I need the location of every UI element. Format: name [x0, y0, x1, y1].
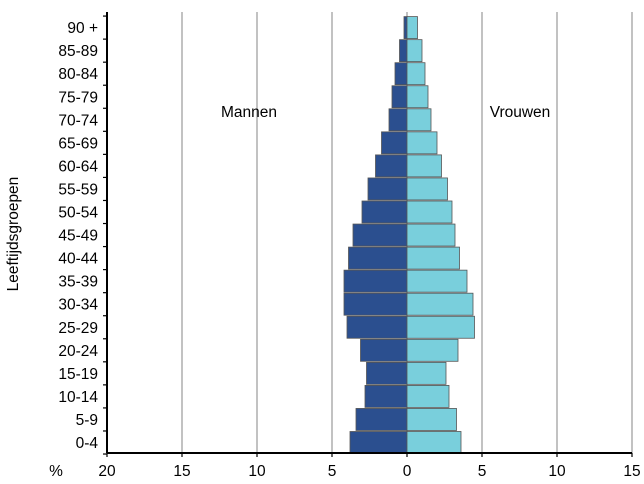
category-label: 70-74 [58, 112, 98, 129]
bar-mannen-90plus [403, 16, 408, 40]
bar-vrouwen-90plus [406, 16, 418, 40]
bar-vrouwen-15-19 [406, 361, 447, 385]
category-label: 0-4 [76, 435, 99, 452]
bar-vrouwen-45-49 [406, 223, 456, 247]
x-tick-label: 15 [173, 463, 190, 479]
bar-vrouwen-40-44 [406, 246, 460, 270]
bar-vrouwen-10-14 [406, 384, 450, 408]
bar-mannen-35-39 [343, 269, 408, 293]
category-label: 25-29 [58, 320, 98, 337]
x-tick-label: 20 [98, 463, 116, 479]
bar-mannen-40-44 [348, 246, 408, 270]
bar-vrouwen-55-59 [406, 177, 448, 201]
bar-mannen-80-84 [394, 62, 408, 86]
category-label: 40-44 [58, 251, 98, 268]
bar-vrouwen-75-79 [406, 85, 429, 109]
bar-vrouwen-50-54 [406, 200, 453, 224]
bar-mannen-65-69 [381, 131, 408, 155]
bar-mannen-30-34 [343, 292, 408, 316]
x-tick-label: 5 [478, 463, 487, 479]
bar-vrouwen-0-4 [406, 431, 462, 454]
bar-mannen-60-64 [375, 154, 408, 178]
bar-mannen-0-4 [349, 431, 408, 454]
bar-vrouwen-80-84 [406, 62, 426, 86]
category-label: 15-19 [58, 366, 98, 383]
category-label: 85-89 [58, 43, 98, 60]
category-label: 65-69 [58, 135, 98, 152]
category-label: 60-64 [58, 158, 98, 175]
bar-vrouwen-5-9 [406, 408, 457, 431]
x-tick-label: 10 [548, 463, 566, 479]
bar-mannen-75-79 [391, 85, 408, 109]
category-label: 90 + [67, 20, 98, 37]
bar-vrouwen-85-89 [406, 39, 423, 63]
bar-mannen-5-9 [355, 408, 408, 431]
category-label: 10-14 [58, 389, 98, 406]
category-label: 75-79 [58, 89, 98, 106]
bar-mannen-20-24 [360, 338, 408, 362]
bar-vrouwen-70-74 [406, 108, 432, 132]
x-tick-label: 0 [403, 463, 412, 479]
category-label: 5-9 [76, 412, 98, 429]
bar-mannen-85-89 [399, 39, 408, 63]
axes [103, 12, 633, 457]
series-label-mannen: Mannen [221, 104, 277, 121]
bar-vrouwen-20-24 [406, 338, 459, 362]
series-label-vrouwen: Vrouwen [490, 104, 551, 121]
category-label: 20-24 [58, 343, 98, 360]
category-label: 30-34 [58, 297, 98, 314]
bar-mannen-25-29 [346, 315, 408, 339]
bar-vrouwen-65-69 [406, 131, 438, 155]
bars [343, 16, 475, 454]
category-label: 35-39 [58, 274, 98, 291]
category-label: 55-59 [58, 181, 98, 198]
bar-mannen-50-54 [361, 200, 408, 224]
x-tick-label: 15 [623, 463, 640, 479]
bar-mannen-45-49 [352, 223, 408, 247]
bar-vrouwen-35-39 [406, 269, 468, 293]
bar-mannen-70-74 [388, 108, 408, 132]
category-label: 50-54 [58, 205, 98, 222]
labels: 0-4 5-9 10-14 15-19 20-24 25-29 30-34 35-39 40-4… [58, 20, 640, 480]
bar-vrouwen-60-64 [406, 154, 442, 178]
bar-vrouwen-30-34 [406, 292, 474, 316]
x-axis-unit-label: % [49, 463, 63, 479]
category-label: 80-84 [58, 66, 98, 83]
x-tick-label: 5 [328, 463, 337, 479]
category-label: 45-49 [58, 228, 98, 245]
bar-vrouwen-25-29 [406, 315, 475, 339]
bar-mannen-55-59 [367, 177, 408, 201]
x-tick-label: 10 [248, 463, 266, 479]
y-axis-title: Leeftijdsgroepen [5, 177, 22, 292]
bar-mannen-10-14 [364, 384, 408, 408]
bar-mannen-15-19 [366, 361, 408, 385]
